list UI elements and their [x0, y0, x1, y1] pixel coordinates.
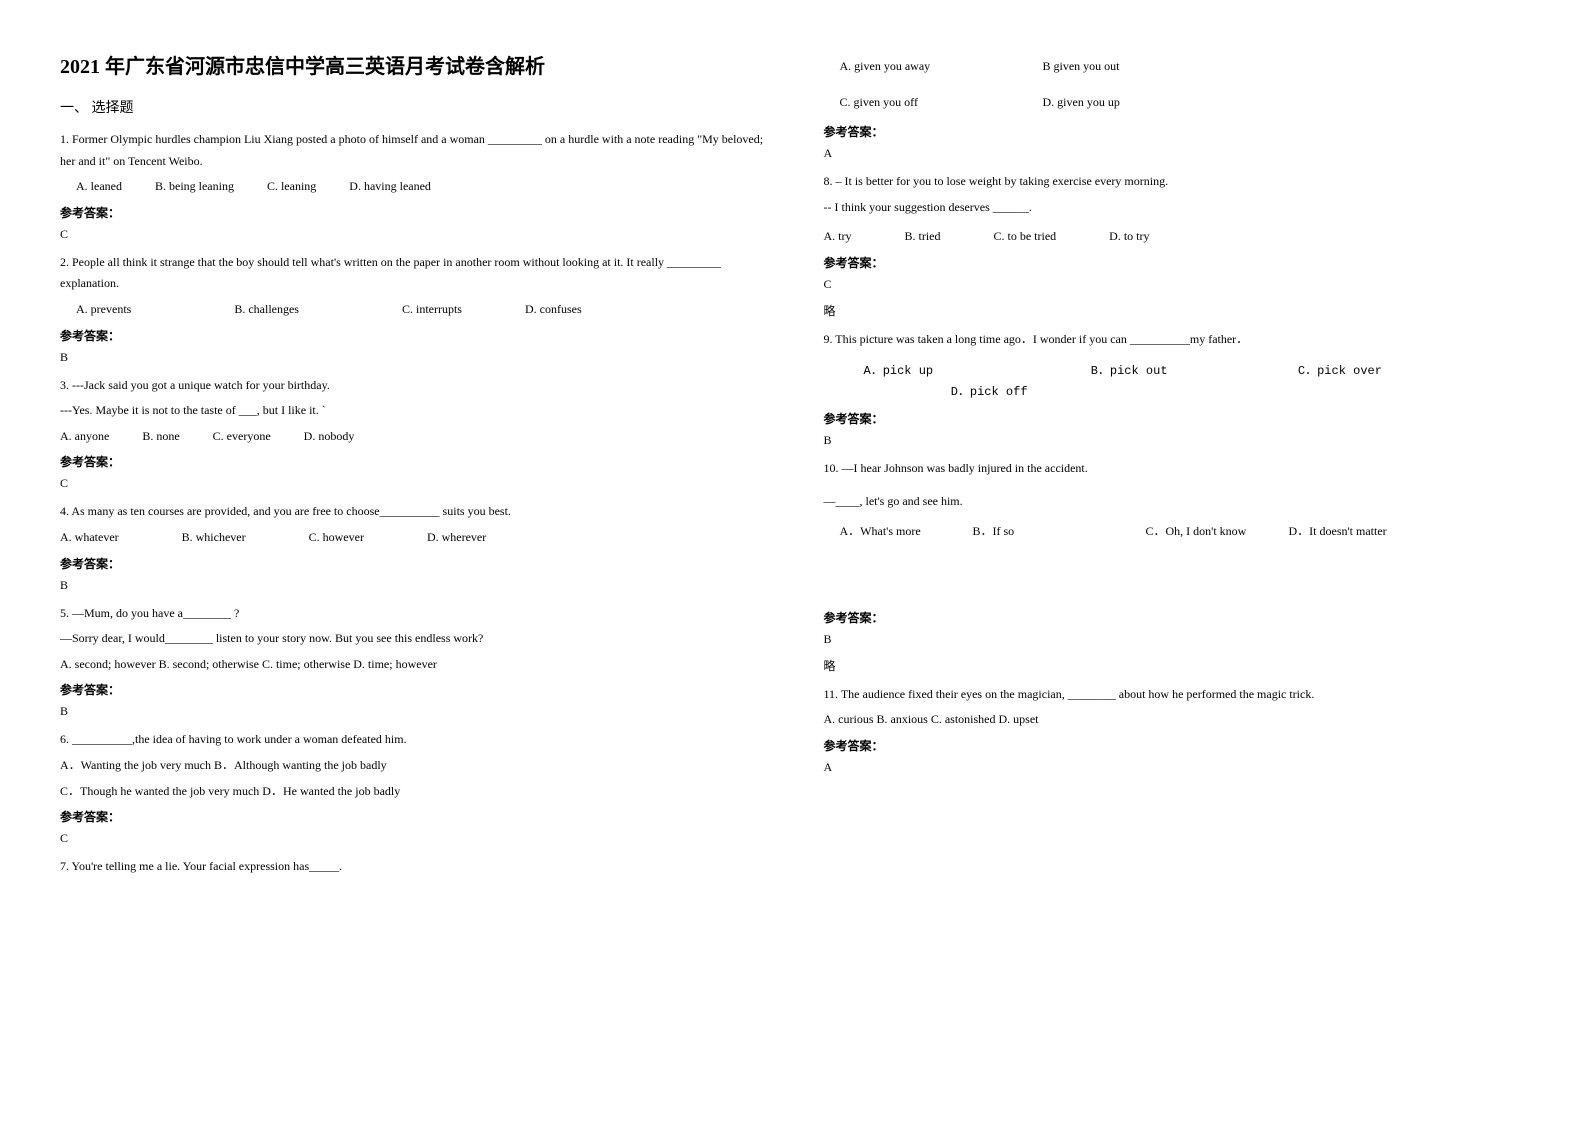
q4-opt-b: B. whichever [182, 527, 246, 549]
q10-note: 略 [824, 657, 1528, 674]
q6-text: 6. __________,the idea of having to work… [60, 729, 764, 751]
q8-opt-a: A. try [824, 226, 852, 248]
q3-line1: 3. ---Jack said you got a unique watch f… [60, 375, 764, 397]
q1-answer-label: 参考答案： [60, 204, 764, 221]
q8-answer-label: 参考答案： [824, 254, 1528, 271]
q9-opt-a: A．pick up [864, 361, 1084, 383]
q6-opts-line2: C．Though he wanted the job very much D．H… [60, 781, 764, 803]
q4-opt-a: A. whatever [60, 527, 119, 549]
q2-text: 2. People all think it strange that the … [60, 252, 764, 295]
q8-opt-b: B. tried [905, 226, 941, 248]
q1-opt-a: A. leaned [76, 176, 122, 198]
q10-line1: 10. —I hear Johnson was badly injured in… [824, 458, 1528, 480]
q4-answer: B [60, 578, 764, 593]
q2-opt-b: B. challenges [234, 299, 299, 321]
q3-answer: C [60, 476, 764, 491]
q3-options: A. anyone B. none C. everyone D. nobody [60, 426, 764, 448]
q7-opt-a: A. given you away [840, 56, 1040, 78]
q2-answer-label: 参考答案： [60, 327, 764, 344]
q3-line2: ---Yes. Maybe it is not to the taste of … [60, 400, 764, 422]
q5-line2: —Sorry dear, I would________ listen to y… [60, 628, 764, 650]
q3-answer-label: 参考答案： [60, 453, 764, 470]
q4-text: 4. As many as ten courses are provided, … [60, 501, 764, 523]
q7-opt-d: D. given you up [1043, 95, 1120, 109]
q8-answer: C [824, 277, 1528, 292]
q7-options-row1: A. given you away B given you out [824, 56, 1528, 78]
q10-answer: B [824, 632, 1528, 647]
q6-answer: C [60, 831, 764, 846]
q10-opt-b: B．If so [973, 521, 1143, 543]
q8-line1: 8. – It is better for you to lose weight… [824, 171, 1528, 193]
section-header: 一、 选择题 [60, 97, 764, 117]
q7-opt-b: B given you out [1043, 59, 1120, 73]
q9-opt-d: D．pick off [951, 382, 1028, 404]
q5-answer-label: 参考答案： [60, 681, 764, 698]
q11-answer-label: 参考答案： [824, 737, 1528, 754]
q5-line1: 5. —Mum, do you have a________ ? [60, 603, 764, 625]
q6-opts-line1: A．Wanting the job very much B．Although w… [60, 755, 764, 777]
q7-options-row2: C. given you off D. given you up [824, 92, 1528, 114]
q10-opt-c: C．Oh, I don't know [1146, 521, 1286, 543]
q2-answer: B [60, 350, 764, 365]
q7-answer: A [824, 146, 1528, 161]
q6-answer-label: 参考答案： [60, 808, 764, 825]
page-title: 2021 年广东省河源市忠信中学高三英语月考试卷含解析 [60, 50, 764, 79]
q2-options: A. prevents B. challenges C. interrupts … [60, 299, 764, 321]
q8-opt-d: D. to try [1109, 229, 1149, 243]
q9-opt-b: B．pick out [1091, 361, 1291, 383]
q1-opt-d: D. having leaned [349, 179, 431, 193]
q7-text: 7. You're telling me a lie. Your facial … [60, 856, 764, 878]
q4-options: A. whatever B. whichever C. however D. w… [60, 527, 764, 549]
q11-answer: A [824, 760, 1528, 775]
q8-line2: -- I think your suggestion deserves ____… [824, 197, 1528, 219]
q10-answer-label: 参考答案： [824, 609, 1528, 626]
q1-options: A. leaned B. being leaning C. leaning D.… [60, 176, 764, 198]
q3-opt-d: D. nobody [304, 429, 355, 443]
q7-opt-c: C. given you off [840, 92, 1040, 114]
q2-opt-d: D. confuses [525, 302, 582, 316]
q9-opt-c: C．pick over [1298, 361, 1382, 383]
q3-opt-c: C. everyone [213, 426, 271, 448]
q9-options: A．pick up B．pick out C．pick over D．pick … [824, 361, 1528, 404]
left-column: 2021 年广东省河源市忠信中学高三英语月考试卷含解析 一、 选择题 1. Fo… [60, 50, 764, 1072]
q3-opt-a: A. anyone [60, 426, 109, 448]
q1-answer: C [60, 227, 764, 242]
q9-text: 9. This picture was taken a long time ag… [824, 329, 1528, 351]
q10-line2: —____, let's go and see him. [824, 491, 1528, 513]
right-column: A. given you away B given you out C. giv… [824, 50, 1528, 1072]
q1-text: 1. Former Olympic hurdles champion Liu X… [60, 129, 764, 172]
q4-answer-label: 参考答案： [60, 555, 764, 572]
q8-note: 略 [824, 302, 1528, 319]
q10-opt-d: D．It doesn't matter [1289, 524, 1387, 538]
q9-answer: B [824, 433, 1528, 448]
q9-answer-label: 参考答案： [824, 410, 1528, 427]
q1-opt-c: C. leaning [267, 176, 316, 198]
q2-opt-c: C. interrupts [402, 299, 462, 321]
q8-options: A. try B. tried C. to be tried D. to try [824, 226, 1528, 248]
q7-answer-label: 参考答案： [824, 123, 1528, 140]
q5-answer: B [60, 704, 764, 719]
q11-options: A. curious B. anxious C. astonished D. u… [824, 709, 1528, 731]
q4-opt-d: D. wherever [427, 530, 486, 544]
q5-options: A. second; however B. second; otherwise … [60, 654, 764, 676]
q1-opt-b: B. being leaning [155, 176, 234, 198]
q3-opt-b: B. none [142, 426, 179, 448]
q11-text: 11. The audience fixed their eyes on the… [824, 684, 1528, 706]
q2-opt-a: A. prevents [76, 299, 131, 321]
q4-opt-c: C. however [309, 527, 364, 549]
q10-options: A．What's more B．If so C．Oh, I don't know… [824, 521, 1528, 543]
q10-opt-a: A．What's more [840, 521, 970, 543]
q8-opt-c: C. to be tried [994, 226, 1057, 248]
